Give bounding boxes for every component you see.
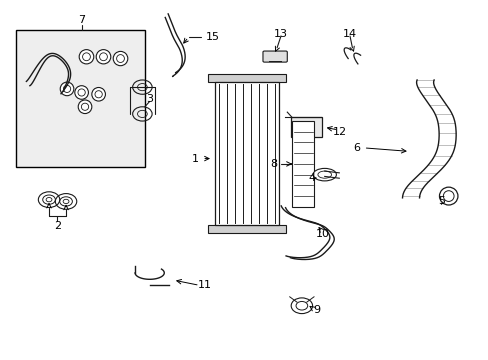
Text: 2: 2 [54,221,61,231]
Text: 11: 11 [197,280,211,291]
Bar [291,121,313,207]
Text: 14: 14 [342,28,356,39]
Ellipse shape [95,91,102,98]
Bar [215,82,278,225]
Ellipse shape [317,171,331,178]
Ellipse shape [75,86,88,99]
Ellipse shape [116,55,124,63]
Ellipse shape [79,50,94,64]
Ellipse shape [81,103,88,111]
Text: 15: 15 [205,32,220,42]
Text: 3: 3 [146,94,153,104]
Text: 4: 4 [307,173,315,183]
Text: 12: 12 [332,127,346,137]
Ellipse shape [100,53,107,61]
Ellipse shape [92,87,105,101]
Text: 8: 8 [269,159,277,169]
FancyBboxPatch shape [207,74,285,82]
Ellipse shape [312,168,336,181]
Text: 6: 6 [352,143,359,153]
Text: 9: 9 [312,305,319,315]
Text: 5: 5 [437,197,444,206]
FancyBboxPatch shape [290,117,322,137]
FancyBboxPatch shape [207,225,285,233]
Ellipse shape [443,191,453,202]
Bar [16,30,144,167]
Ellipse shape [78,100,92,113]
Text: 10: 10 [316,229,329,239]
Ellipse shape [439,187,457,205]
Ellipse shape [60,82,74,96]
Ellipse shape [113,51,127,66]
Text: 13: 13 [273,28,287,39]
Ellipse shape [63,85,71,93]
Text: 7: 7 [78,15,85,25]
Ellipse shape [78,89,85,96]
FancyBboxPatch shape [263,51,287,62]
Ellipse shape [82,53,90,61]
Text: 1: 1 [191,154,198,163]
Bar [296,136,305,144]
Ellipse shape [96,50,111,64]
